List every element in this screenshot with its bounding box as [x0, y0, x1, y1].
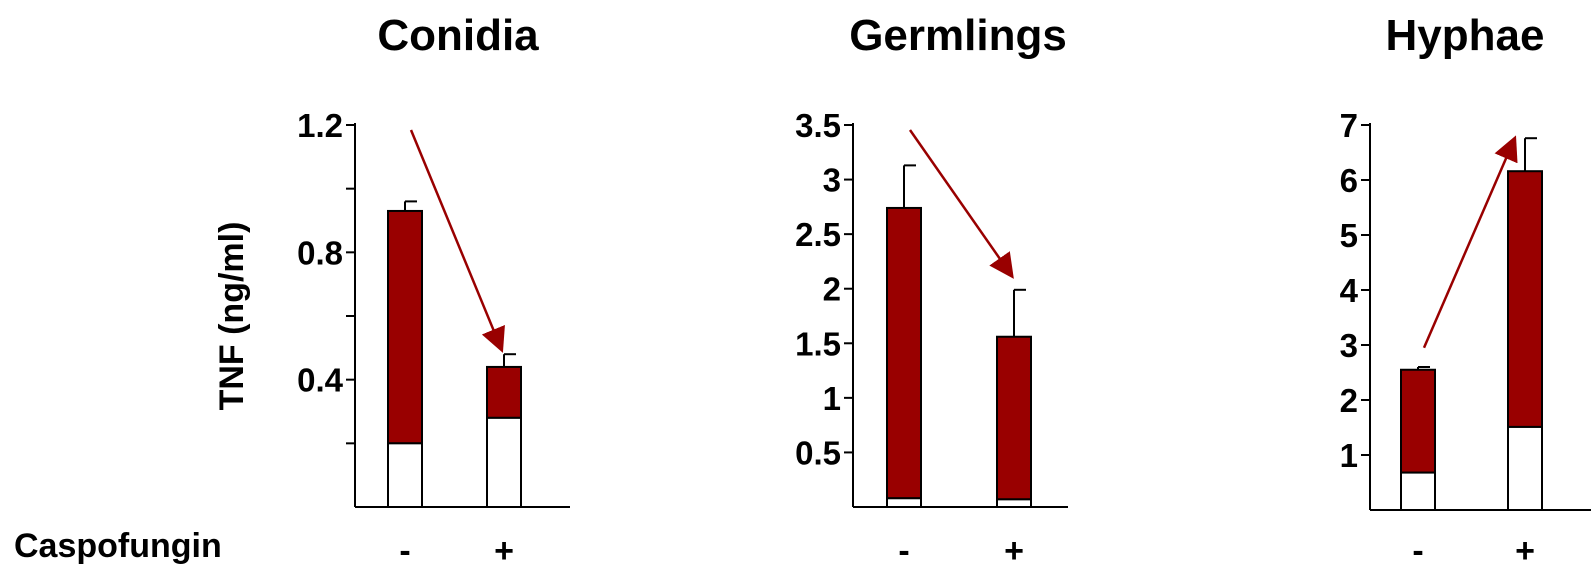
y-tick-label: 2 — [823, 271, 841, 308]
y-tick-label: 6 — [1340, 162, 1358, 199]
bar-segment-upper — [886, 206, 922, 500]
chart-panel-1: Conidia TNF (ng/ml) 0.4 0.8 1.2 - + — [213, 11, 570, 570]
row-label-caspofungin: Caspofungin — [14, 527, 222, 565]
y-tick-label: 7 — [1340, 107, 1358, 144]
panel-title: Conidia — [377, 11, 539, 60]
bar-segment-lower — [886, 497, 922, 509]
bar-segment-upper — [996, 335, 1032, 501]
bar-segment-upper — [1400, 368, 1436, 474]
y-tick-label: 3 — [823, 162, 841, 199]
trend-arrow — [1422, 135, 1518, 349]
bar-segment-lower — [486, 416, 522, 508]
y-axis-label: TNF (ng/ml) — [213, 222, 251, 411]
category-label: - — [1412, 532, 1423, 570]
category-label: + — [1004, 532, 1024, 570]
y-tick-label: 2 — [1340, 382, 1358, 419]
bar-segment-lower — [996, 498, 1032, 508]
trend-arrow — [409, 129, 505, 353]
chart-panel-3: Hyphae 1 2 3 4 5 6 7 - + — [1340, 11, 1591, 570]
y-tick-label: 1.5 — [795, 325, 841, 362]
panel-title: Hyphae — [1386, 11, 1545, 60]
y-tick-label: 1.2 — [297, 107, 343, 144]
chart-panel-2: Germlings 0.5 1 1.5 2 2.5 3 3.5 - + — [795, 11, 1068, 570]
y-tick-label: 5 — [1340, 217, 1358, 254]
y-tick-label: 3 — [1340, 327, 1358, 364]
y-tick-label: 3.5 — [795, 107, 841, 144]
panel-title: Germlings — [849, 11, 1067, 60]
bar-segment-lower — [387, 442, 423, 509]
bar-segment-upper — [1507, 170, 1543, 428]
bar-segment-upper — [486, 365, 522, 419]
trend-arrow — [908, 129, 1014, 279]
bar-segment-lower — [1507, 425, 1543, 512]
category-label: - — [898, 532, 909, 570]
y-tick-label: 4 — [1340, 272, 1359, 309]
y-tick-label: 1 — [823, 380, 841, 417]
y-tick-label: 0.5 — [795, 434, 841, 471]
category-label: - — [399, 532, 410, 570]
category-label: + — [494, 532, 514, 570]
y-tick-label: 1 — [1340, 437, 1358, 474]
y-tick-label: 2.5 — [795, 216, 841, 253]
y-tick-label: 0.8 — [297, 234, 343, 271]
bar-segment-upper — [387, 209, 423, 445]
category-label: + — [1515, 532, 1535, 570]
bar-segment-lower — [1400, 471, 1436, 512]
y-tick-label: 0.4 — [297, 362, 344, 399]
